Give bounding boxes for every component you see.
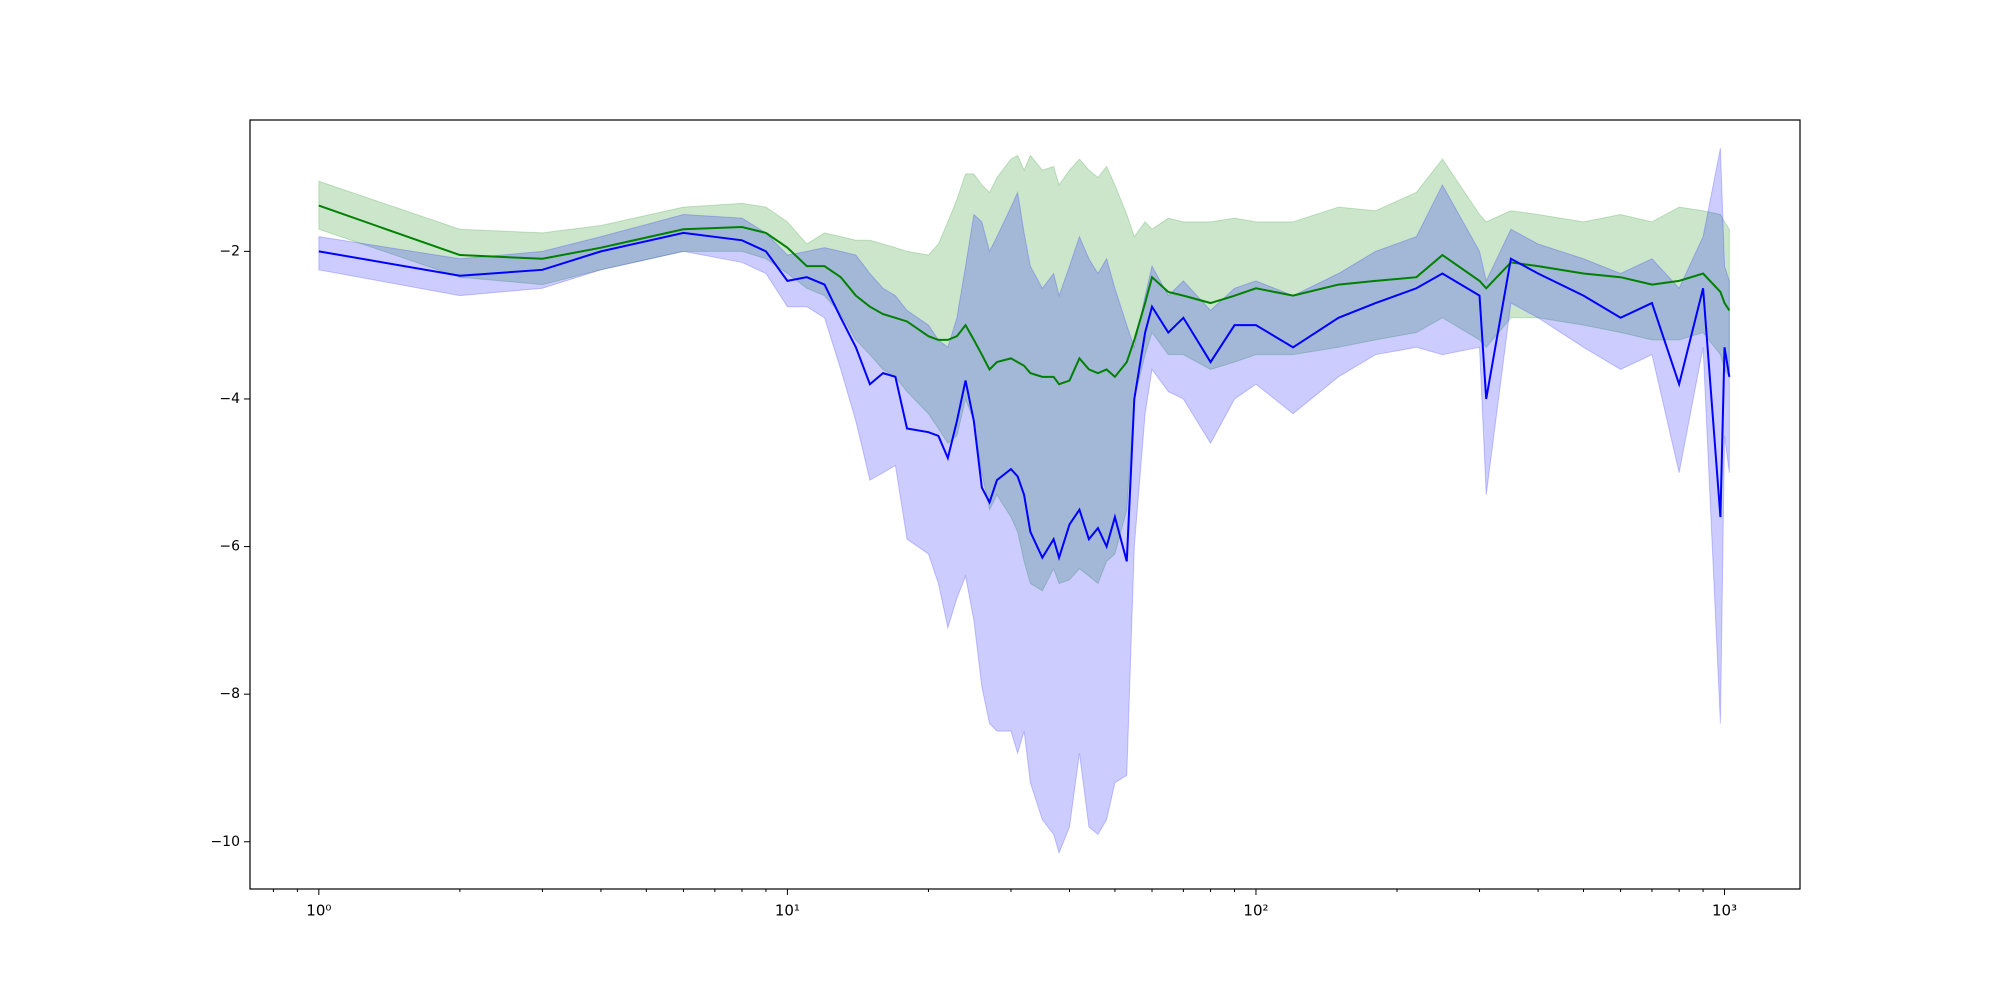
x-tick-label: 10² <box>1243 902 1268 920</box>
y-tick-label: −8 <box>219 686 240 702</box>
x-tick-label: 10³ <box>1712 902 1737 920</box>
y-tick-label: −10 <box>210 834 240 850</box>
plot-area <box>318 147 1731 855</box>
y-tick-label: −4 <box>219 391 240 407</box>
y-tick-label: −2 <box>219 243 240 259</box>
axes-frame <box>249 119 1801 890</box>
x-tick-label: 10¹ <box>775 902 800 920</box>
y-tick-label: −6 <box>219 539 240 555</box>
x-tick-label: 10⁰ <box>306 902 331 920</box>
line <box>318 231 1731 562</box>
line <box>318 204 1731 386</box>
